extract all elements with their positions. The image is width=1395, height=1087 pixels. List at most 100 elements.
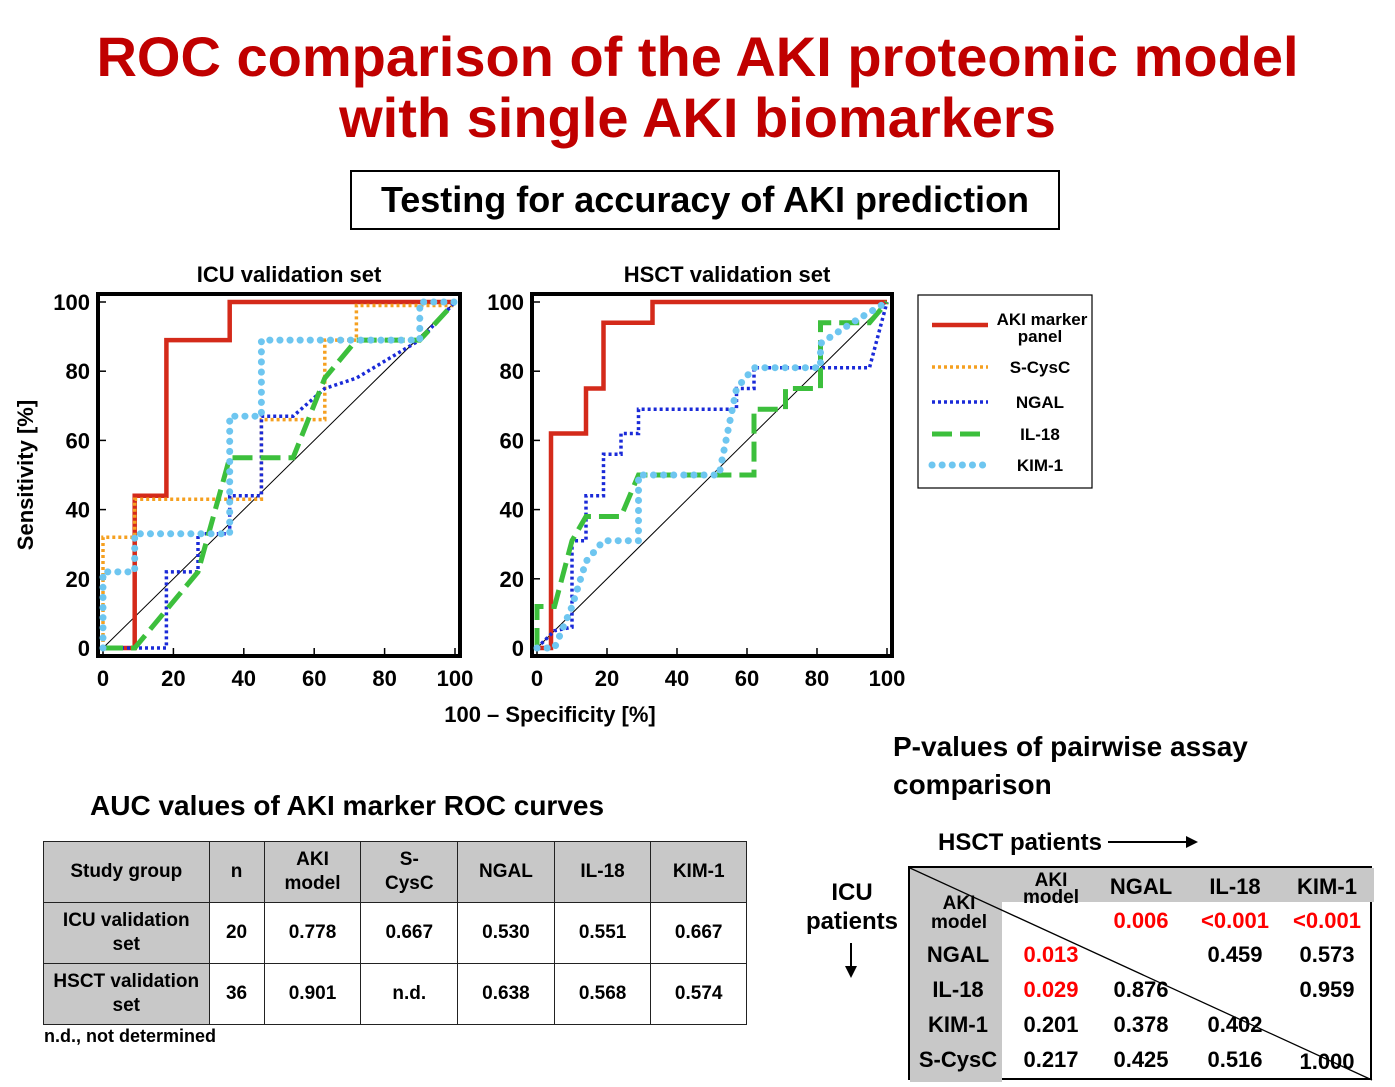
x-tick-label: 60 — [302, 666, 326, 691]
icu-patients-label: ICU patients — [805, 879, 898, 935]
pv-cell: 0.013 — [1023, 942, 1079, 967]
pvalue-matrix: AKI model NGAL IL-18 KIM-1 AKI model NGA… — [908, 866, 1374, 1082]
auc-cell: 0.530 — [457, 902, 555, 964]
pv-col-header: NGAL — [1109, 874, 1173, 899]
x-tick-label: 60 — [735, 666, 759, 691]
pvalue-matrix-background — [910, 868, 1374, 1082]
auc-cell: 0.901 — [263, 963, 362, 1025]
auc-cell: 36 — [208, 963, 265, 1025]
nd-footnote: n.d., not determined — [44, 1026, 217, 1046]
auc-cell: 0.778 — [263, 902, 362, 964]
pv-cell: 0.516 — [1207, 1047, 1263, 1072]
auc-cell: 0.568 — [553, 963, 652, 1025]
auc-header-cell: KIM-1 — [650, 841, 747, 903]
chart-title: ICU validation set — [197, 262, 382, 287]
auc-header-text: S-CysC — [384, 849, 434, 894]
y-tick-label: 60 — [66, 428, 90, 453]
y-tick-label: 100 — [487, 290, 524, 315]
pv-cell: 0.217 — [1023, 1047, 1079, 1072]
auc-cell: 0.638 — [457, 963, 555, 1025]
right-arrow-icon — [1108, 836, 1198, 848]
auc-header-cell: IL-18 — [553, 841, 652, 903]
pv-row-header: S-CysC — [918, 1047, 998, 1072]
auc-row-icu: ICU validation set 20 0.778 0.667 0.530 … — [43, 902, 747, 964]
hsct-patients-label: HSCT patients — [938, 829, 1103, 856]
pv-row-header: IL-18 — [932, 977, 984, 1002]
pv-col-header: AKI model — [1023, 870, 1079, 908]
x-tick-label: 80 — [805, 666, 829, 691]
y-tick-label: 0 — [78, 636, 90, 661]
pv-cell: 0.378 — [1113, 1012, 1169, 1037]
pv-row-header: KIM-1 — [928, 1012, 988, 1037]
pv-cell: 0.573 — [1299, 942, 1355, 967]
roc-chart-1: ICU validation set 0 20 40 60 80 100 0 20 40 60 80 1… — [53, 262, 473, 691]
y-tick-label: 80 — [66, 359, 90, 384]
auc-cell: n.d. — [360, 963, 459, 1025]
auc-row-label-text: HSCT validation set — [53, 971, 200, 1016]
roc-chart-2: HSCT validation set 0 20 40 60 80 100 0 20 40 60 80… — [487, 262, 905, 691]
pv-cell: <0.001 — [1293, 908, 1361, 933]
auc-cell: 20 — [208, 902, 265, 964]
auc-row-label-text: ICU validation set — [62, 910, 190, 955]
auc-header-text: AKI model — [284, 849, 341, 894]
legend-label: IL-18 — [1020, 425, 1060, 444]
auc-cell: 0.667 — [360, 902, 459, 964]
x-tick-label: 40 — [665, 666, 689, 691]
roc-series-ngal — [103, 300, 457, 650]
legend-label: AKI marker — [997, 310, 1088, 329]
pv-row-header: NGAL — [926, 942, 990, 967]
roc-series-ngal — [535, 301, 889, 650]
x-tick-label: 0 — [97, 666, 109, 691]
x-tick-label: 100 — [437, 666, 474, 691]
auc-table: Study group n AKI model S-CysC NGAL IL-1… — [43, 841, 747, 1025]
y-tick-label: 20 — [500, 567, 524, 592]
title-line-2: with single AKI biomarkers — [339, 86, 1056, 149]
auc-cell: 0.667 — [650, 902, 747, 964]
y-tick-label: 40 — [66, 498, 90, 523]
x-tick-label: 0 — [531, 666, 543, 691]
reference-diagonal — [102, 301, 456, 649]
pv-cell: 0.959 — [1299, 977, 1355, 1002]
down-arrow-icon — [845, 943, 857, 978]
x-tick-label: 100 — [869, 666, 906, 691]
roc-series-kim-1 — [533, 298, 891, 652]
roc-series-aki-marker-panel — [537, 299, 887, 651]
roc-series-s-cysc — [101, 302, 457, 648]
y-tick-label: 80 — [500, 359, 524, 384]
auc-header-cell: S-CysC — [360, 841, 459, 903]
title-line-1: ROC comparison of the AKI proteomic mode… — [96, 25, 1299, 88]
pv-cell: 1.000 — [1299, 1049, 1355, 1074]
y-tick-label: 100 — [53, 290, 90, 315]
pv-cell: 0.402 — [1207, 1012, 1263, 1037]
pv-cell: 0.876 — [1113, 977, 1169, 1002]
legend-label: S-CysC — [1010, 358, 1070, 377]
y-tick-label: 20 — [66, 567, 90, 592]
auc-header-cell: NGAL — [457, 841, 555, 903]
legend-label: panel — [1018, 327, 1062, 346]
y-axis-label: Sensitivity [%] — [13, 400, 38, 550]
pv-cell: 0.459 — [1207, 942, 1263, 967]
legend-label: KIM-1 — [1017, 456, 1063, 475]
x-tick-label: 20 — [161, 666, 185, 691]
roc-charts: ICU validation set 0 20 40 60 80 100 0 20 40 60 80 1… — [13, 262, 1093, 727]
pv-col-header: KIM-1 — [1297, 874, 1357, 899]
x-axis-label: 100 – Specificity [%] — [444, 702, 656, 727]
pv-cell: 0.425 — [1113, 1047, 1169, 1072]
auc-row-label: HSCT validation set — [43, 963, 210, 1025]
pv-cell: 0.201 — [1023, 1012, 1079, 1037]
auc-row-label: ICU validation set — [43, 902, 210, 964]
chart-title: HSCT validation set — [624, 262, 831, 287]
y-tick-label: 0 — [512, 636, 524, 661]
auc-title: AUC values of AKI marker ROC curves — [90, 790, 605, 821]
y-tick-label: 40 — [500, 498, 524, 523]
auc-cell: 0.551 — [553, 902, 652, 964]
x-tick-label: 80 — [372, 666, 396, 691]
pvalue-title: P-values of pairwise assay comparison — [893, 731, 1248, 800]
auc-header-cell: n — [208, 841, 265, 903]
subtitle-box: Testing for accuracy of AKI prediction — [350, 170, 1060, 230]
roc-series-aki-marker-panel — [103, 299, 455, 651]
x-tick-label: 20 — [595, 666, 619, 691]
pv-cell: 0.029 — [1023, 977, 1079, 1002]
pv-row-header: AKI model — [931, 893, 987, 933]
